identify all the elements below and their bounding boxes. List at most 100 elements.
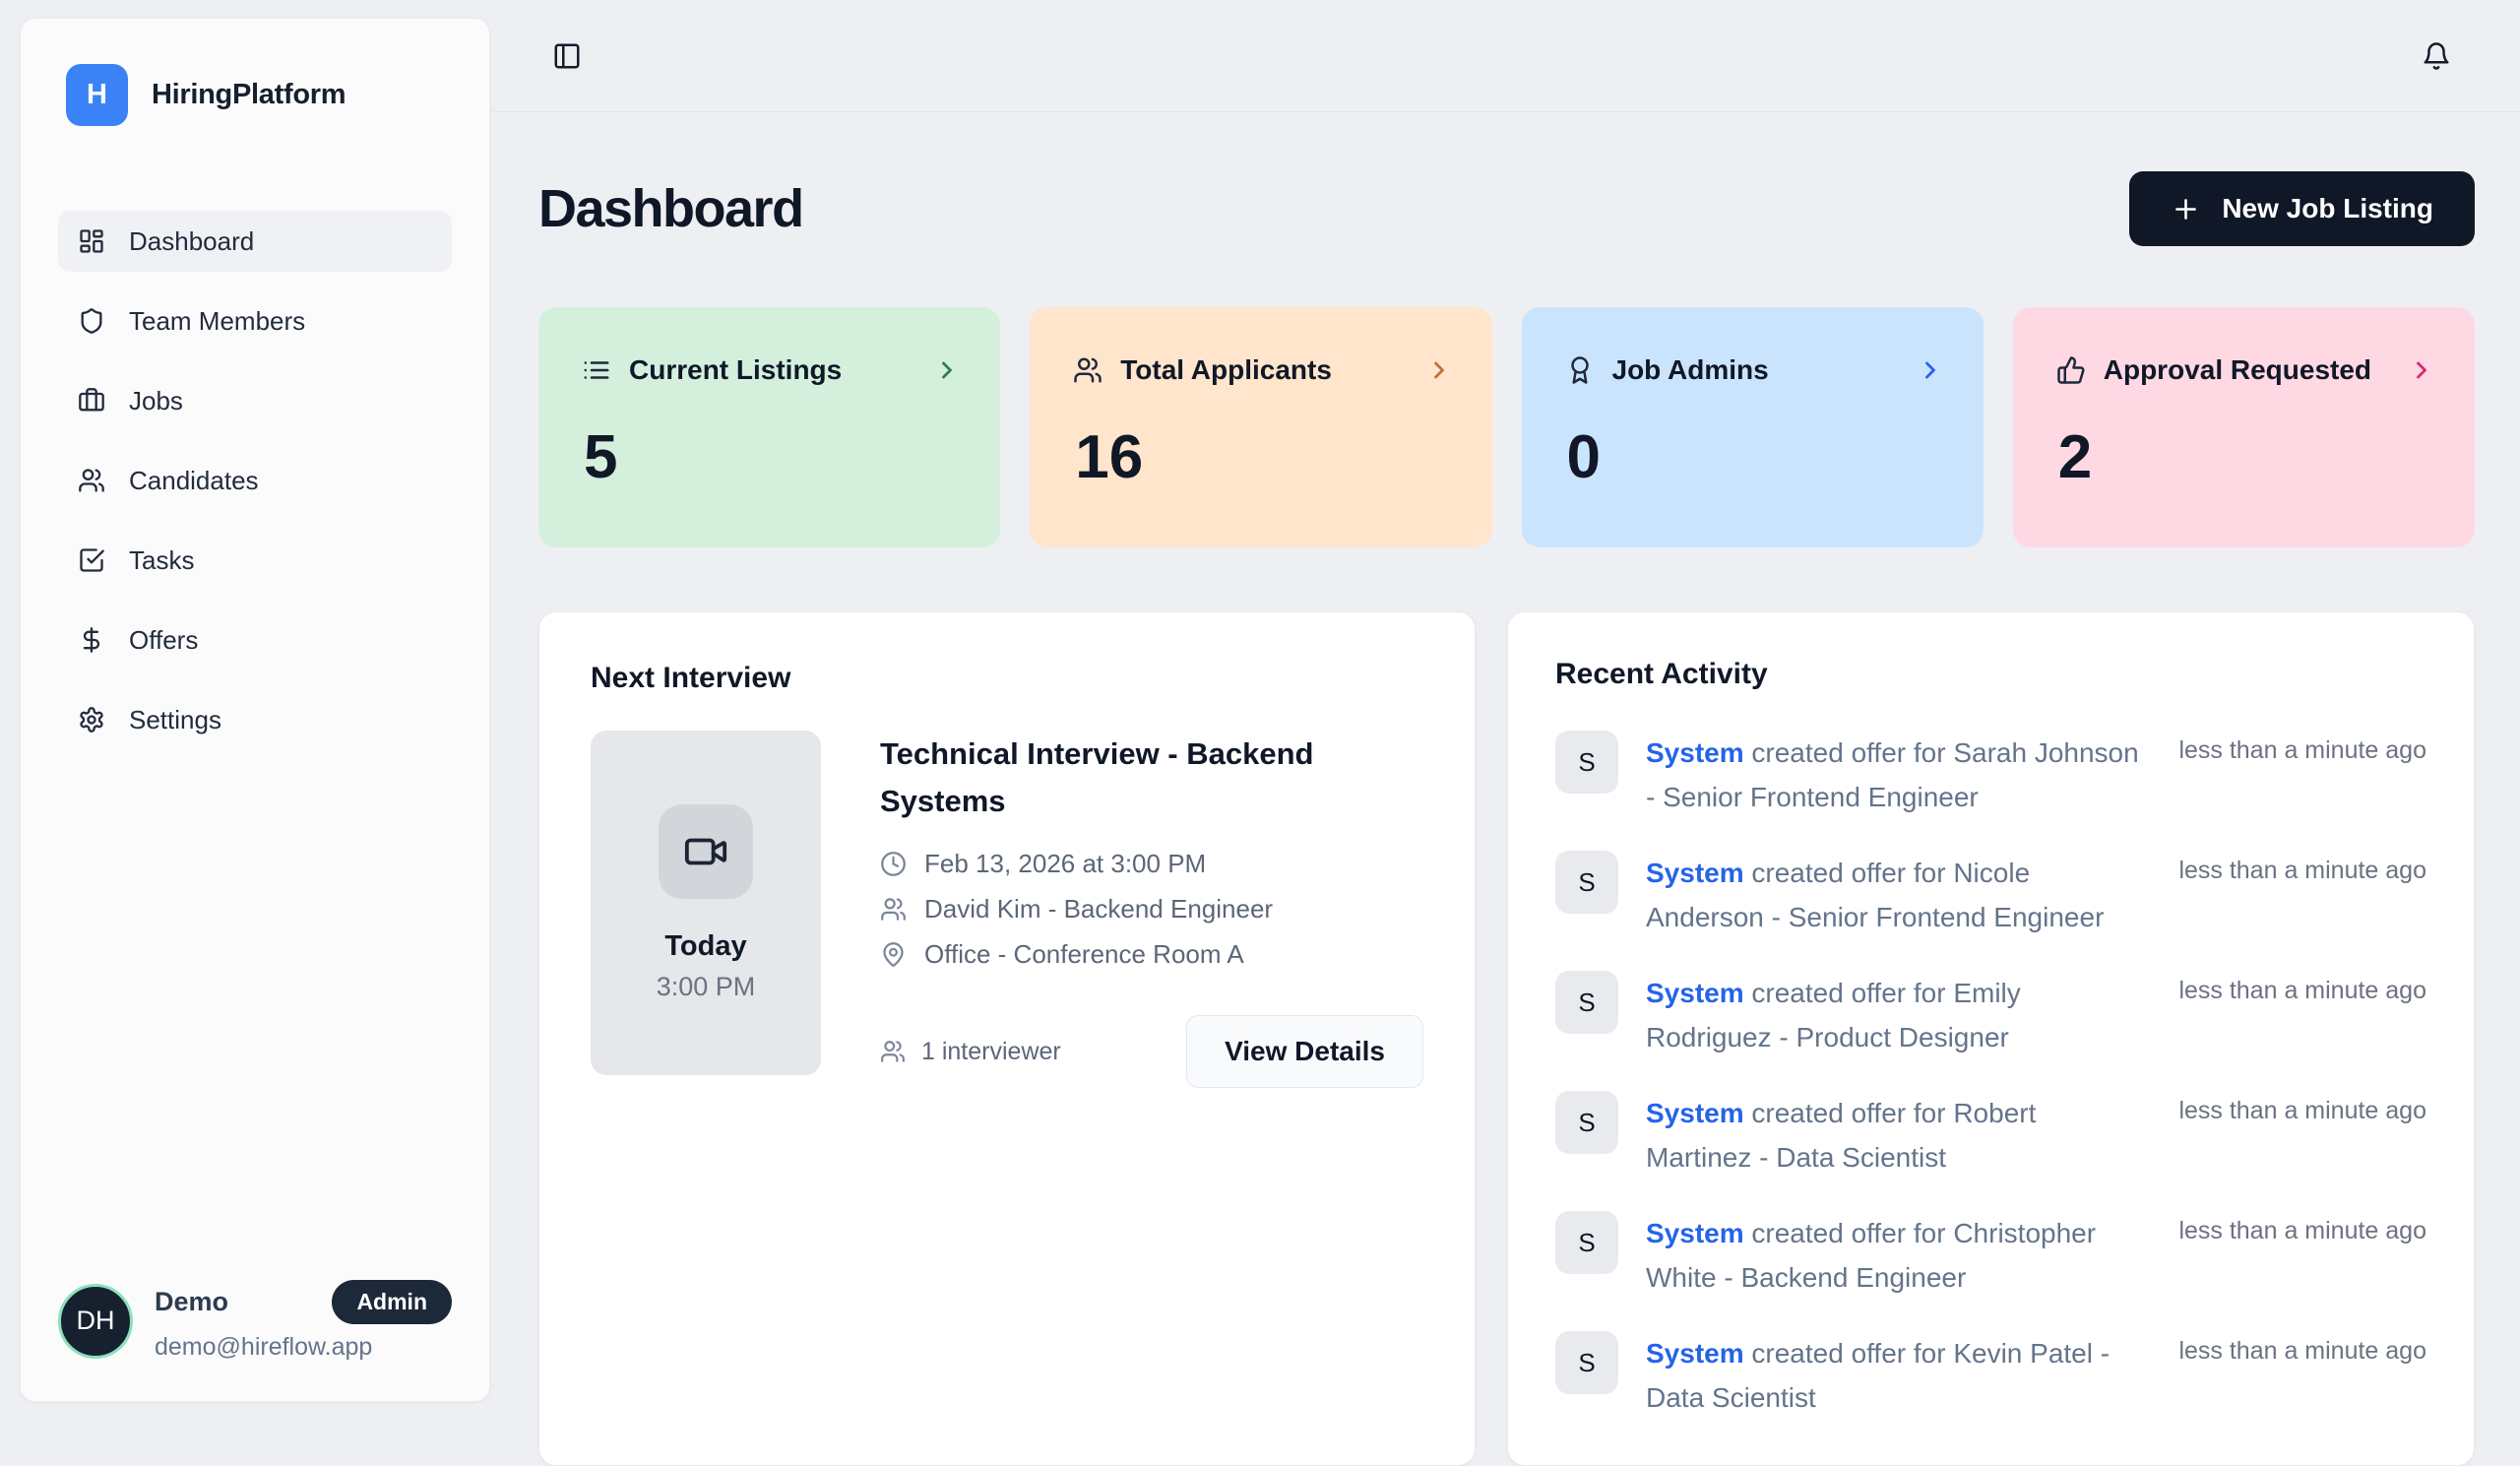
chevron-right-icon xyxy=(1425,356,1453,384)
interview-interviewer: David Kim - Backend Engineer xyxy=(924,894,1274,924)
activity-actor-link[interactable]: System xyxy=(1646,858,1744,888)
title-row: Dashboard New Job Listing xyxy=(538,171,2475,246)
topbar xyxy=(490,0,2520,112)
activity-description: created offer for Nicole Anderson - Seni… xyxy=(1646,858,2105,932)
sidebar-item-label: Jobs xyxy=(129,385,183,415)
stat-card-current-listings[interactable]: Current Listings 5 xyxy=(538,307,1001,547)
sidebar-item-label: Tasks xyxy=(129,544,195,575)
activity-text: System created offer for Nicole Anderson… xyxy=(1646,851,2143,939)
sidebar-item-team-members[interactable]: Team Members xyxy=(58,290,452,351)
content: Dashboard New Job Listing Current Listin… xyxy=(490,112,2520,1466)
bell-icon xyxy=(2422,41,2451,71)
activity-avatar: S xyxy=(1555,851,1618,914)
stat-head: Current Listings xyxy=(582,354,961,386)
new-job-listing-button[interactable]: New Job Listing xyxy=(2129,171,2475,246)
stat-label: Approval Requested xyxy=(2103,354,2372,385)
stat-value: 2 xyxy=(2057,423,2093,491)
interview-datetime: Feb 13, 2026 at 3:00 PM xyxy=(924,849,1207,878)
user-profile[interactable]: DH Demo Admin demo@hireflow.app xyxy=(58,1280,452,1362)
interview-info: Technical Interview - Backend Systems Fe… xyxy=(880,731,1423,1088)
stat-label: Job Admins xyxy=(1611,354,1769,385)
interview-footer: 1 interviewer View Details xyxy=(880,1015,1423,1088)
role-badge: Admin xyxy=(332,1280,452,1324)
interview-day: Today xyxy=(664,929,747,962)
activity-item: S System created offer for Robert Martin… xyxy=(1555,1091,2426,1179)
interview-time: 3:00 PM xyxy=(656,971,756,1001)
main-area: Dashboard New Job Listing Current Listin… xyxy=(490,0,2520,1466)
activity-item: S System created offer for Christopher W… xyxy=(1555,1211,2426,1300)
activity-item: S System created offer for Emily Rodrigu… xyxy=(1555,971,2426,1059)
activity-item: S System created offer for Sarah Johnson… xyxy=(1555,731,2426,819)
clock-icon xyxy=(880,851,907,877)
dashboard-grid-icon xyxy=(78,227,105,255)
sidebar-item-dashboard[interactable]: Dashboard xyxy=(58,211,452,272)
sidebar-item-label: Team Members xyxy=(129,305,306,336)
stat-card-job-admins[interactable]: Job Admins 0 xyxy=(1521,307,1984,547)
sidebar: H HiringPlatform Dashboard Team Members xyxy=(20,18,490,1402)
activity-timestamp: less than a minute ago xyxy=(2178,736,2426,764)
sidebar-item-jobs[interactable]: Jobs xyxy=(58,370,452,431)
sidebar-item-settings[interactable]: Settings xyxy=(58,689,452,750)
check-square-icon xyxy=(78,546,105,574)
interview-location: Office - Conference Room A xyxy=(924,939,1244,969)
activity-item: S System created offer for Nicole Anders… xyxy=(1555,851,2426,939)
plus-icon xyxy=(2171,194,2201,224)
activity-timestamp: less than a minute ago xyxy=(2178,857,2426,884)
activity-description: created offer for Emily Rodriguez - Prod… xyxy=(1646,978,2021,1052)
recent-activity-title: Recent Activity xyxy=(1555,658,1768,690)
activity-timestamp: less than a minute ago xyxy=(2178,1337,2426,1365)
view-details-button[interactable]: View Details xyxy=(1186,1015,1423,1088)
user-email: demo@hireflow.app xyxy=(155,1333,373,1361)
sidebar-toggle-button[interactable] xyxy=(552,41,582,71)
activity-description: created offer for Christopher White - Ba… xyxy=(1646,1218,2097,1293)
stats-row: Current Listings 5 Total Applicants xyxy=(538,307,2475,547)
sidebar-item-offers[interactable]: Offers xyxy=(58,609,452,670)
user-name: Demo xyxy=(155,1287,229,1316)
stat-card-approval-requested[interactable]: Approval Requested 2 xyxy=(2012,307,2475,547)
stat-card-total-applicants[interactable]: Total Applicants 16 xyxy=(1030,307,1492,547)
brand: H HiringPlatform xyxy=(66,64,452,126)
activity-avatar: S xyxy=(1555,1211,1618,1274)
avatar: DH xyxy=(58,1283,133,1359)
activity-text: System created offer for Kevin Patel - D… xyxy=(1646,1331,2143,1420)
users-icon xyxy=(78,467,105,494)
activity-timestamp: less than a minute ago xyxy=(2178,1097,2426,1124)
activity-actor-link[interactable]: System xyxy=(1646,1098,1744,1128)
activity-avatar: S xyxy=(1555,731,1618,794)
activity-actor-link[interactable]: System xyxy=(1646,737,1744,768)
activity-actor-link[interactable]: System xyxy=(1646,1338,1744,1369)
users-icon xyxy=(880,896,907,923)
brand-logo: H xyxy=(66,64,128,126)
stat-label: Total Applicants xyxy=(1120,354,1332,385)
thumbs-up-icon xyxy=(2056,355,2086,385)
shield-icon xyxy=(78,307,105,335)
sidebar-item-tasks[interactable]: Tasks xyxy=(58,530,452,591)
activity-actor-link[interactable]: System xyxy=(1646,1218,1744,1248)
interview-thumbnail: Today 3:00 PM xyxy=(591,731,821,1075)
activity-description: created offer for Kevin Patel - Data Sci… xyxy=(1646,1338,2110,1413)
recent-activity-panel: Recent Activity S System created offer f… xyxy=(1507,611,2475,1466)
sidebar-nav: Dashboard Team Members Jobs Candidates xyxy=(58,211,452,750)
chevron-right-icon xyxy=(2408,356,2435,384)
users-icon xyxy=(880,1039,906,1064)
briefcase-icon xyxy=(78,387,105,414)
activity-actor-link[interactable]: System xyxy=(1646,978,1744,1008)
next-interview-panel: Next Interview Today 3:00 PM xyxy=(538,611,1476,1466)
sidebar-item-candidates[interactable]: Candidates xyxy=(58,450,452,511)
activity-avatar: S xyxy=(1555,1331,1618,1394)
stat-head: Job Admins xyxy=(1565,354,1944,386)
interviewer-count-label: 1 interviewer xyxy=(921,1037,1061,1065)
award-icon xyxy=(1565,355,1595,385)
notifications-button[interactable] xyxy=(2422,41,2451,71)
interviewer-count: 1 interviewer xyxy=(880,1038,1061,1066)
sidebar-item-label: Offers xyxy=(129,624,199,655)
brand-name: HiringPlatform xyxy=(152,79,346,110)
activity-timestamp: less than a minute ago xyxy=(2178,1217,2426,1244)
interview-meta: Feb 13, 2026 at 3:00 PM David Kim - Back… xyxy=(880,849,1423,970)
stat-value: 0 xyxy=(1566,423,1601,491)
stat-value: 5 xyxy=(584,423,618,491)
chevron-right-icon xyxy=(1917,356,1944,384)
stat-head: Approval Requested xyxy=(2056,354,2435,386)
activity-description: created offer for Sarah Johnson - Senior… xyxy=(1646,737,2139,812)
activity-description: created offer for Robert Martinez - Data… xyxy=(1646,1098,2037,1173)
